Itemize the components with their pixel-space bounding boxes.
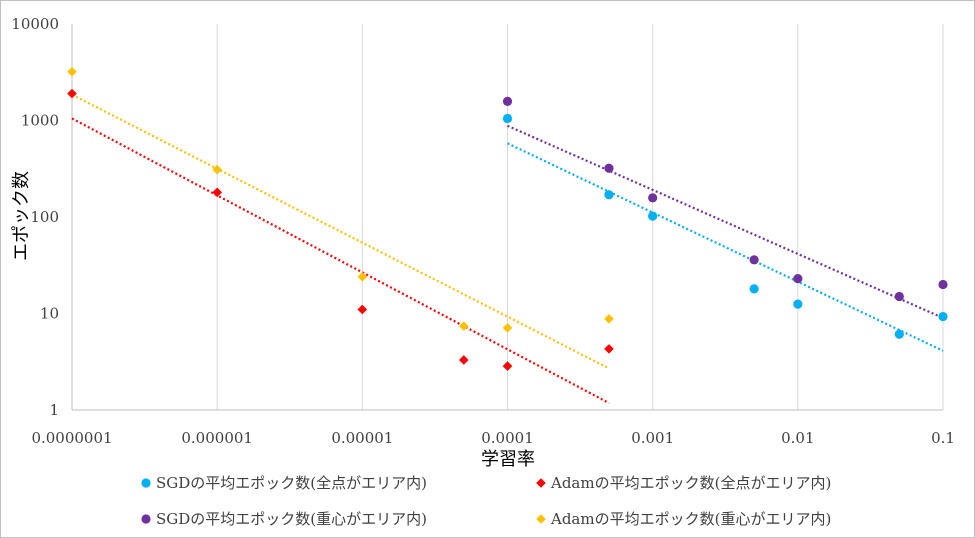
data-point-series-2 (502, 361, 513, 371)
data-point-series-3 (894, 291, 904, 302)
data-point-series-1 (793, 299, 803, 309)
data-point-series-2 (604, 344, 614, 354)
axes (71, 24, 943, 411)
data-point-series-4 (502, 323, 513, 333)
y-axis-title: エポック数 (11, 171, 32, 261)
data-point-series-1 (938, 311, 948, 322)
x-axis-title: 学習率 (481, 449, 535, 470)
x-tick-label: 0.001 (631, 429, 674, 447)
data-point-series-3 (502, 96, 513, 106)
data-point-series-3 (604, 163, 614, 173)
x-tick-label: 0.01 (781, 429, 814, 447)
data-point-series-2 (212, 187, 222, 198)
data-point-series-3 (648, 193, 658, 203)
y-tick-labels: 1 10 100 1000 10000 (11, 15, 59, 419)
grid-lines (216, 24, 944, 410)
legend-marker-series-1 (141, 478, 151, 488)
legend-marker-series-3 (141, 514, 151, 524)
data-point-series-2 (67, 88, 77, 99)
legend-label-series-3: SGDの平均エポック数(重心がエリア内) (156, 510, 427, 528)
data-point-series-1 (502, 113, 513, 124)
data-point-series-2 (357, 304, 368, 315)
legend-label-series-1: SGDの平均エポック数(全点がエリア内) (156, 474, 427, 492)
x-tick-label: 0.000001 (181, 429, 253, 447)
legend-label-series-4: Adamの平均エポック数(重心がエリア内) (550, 510, 831, 528)
legend-label-series-2: Adamの平均エポック数(全点がエリア内) (550, 474, 831, 492)
data-point-series-1 (648, 211, 658, 221)
trendline-series-1 (507, 142, 944, 352)
data-point-series-4 (604, 314, 614, 324)
data-point-series-4 (67, 66, 77, 77)
data-point-series-4 (357, 272, 368, 282)
trendline-series-3 (507, 124, 944, 319)
data-point-series-1 (749, 284, 759, 294)
y-tick-label: 1 (49, 401, 59, 419)
data-point-series-3 (938, 279, 948, 290)
trendline-series-2 (71, 117, 610, 405)
data-point-series-1 (894, 329, 904, 339)
trendlines (71, 93, 944, 405)
data-points (67, 66, 948, 371)
x-tick-label: 0.0000001 (31, 429, 112, 447)
data-point-series-1 (604, 190, 614, 200)
data-point-series-4 (212, 164, 222, 175)
data-point-series-3 (793, 273, 803, 284)
y-tick-label: 10 (40, 305, 59, 323)
x-tick-label: 0.1 (931, 429, 955, 447)
y-tick-label: 100 (30, 208, 59, 226)
y-tick-label: 10000 (11, 15, 59, 33)
legend: SGDの平均エポック数(全点がエリア内) Adamの平均エポック数(全点がエリア内… (141, 474, 831, 528)
legend-marker-series-2 (536, 478, 546, 488)
y-tick-label: 1000 (21, 112, 59, 130)
data-point-series-4 (459, 321, 469, 331)
x-tick-label: 0.00001 (331, 429, 393, 447)
trendline-series-4 (71, 93, 610, 370)
x-tick-label: 0.0001 (481, 429, 534, 447)
x-tick-labels: 0.0000001 0.000001 0.00001 0.0001 0.001 0.01 0… (31, 429, 954, 447)
data-point-series-3 (749, 255, 759, 265)
legend-marker-series-4 (536, 514, 546, 524)
data-point-series-2 (459, 355, 469, 365)
